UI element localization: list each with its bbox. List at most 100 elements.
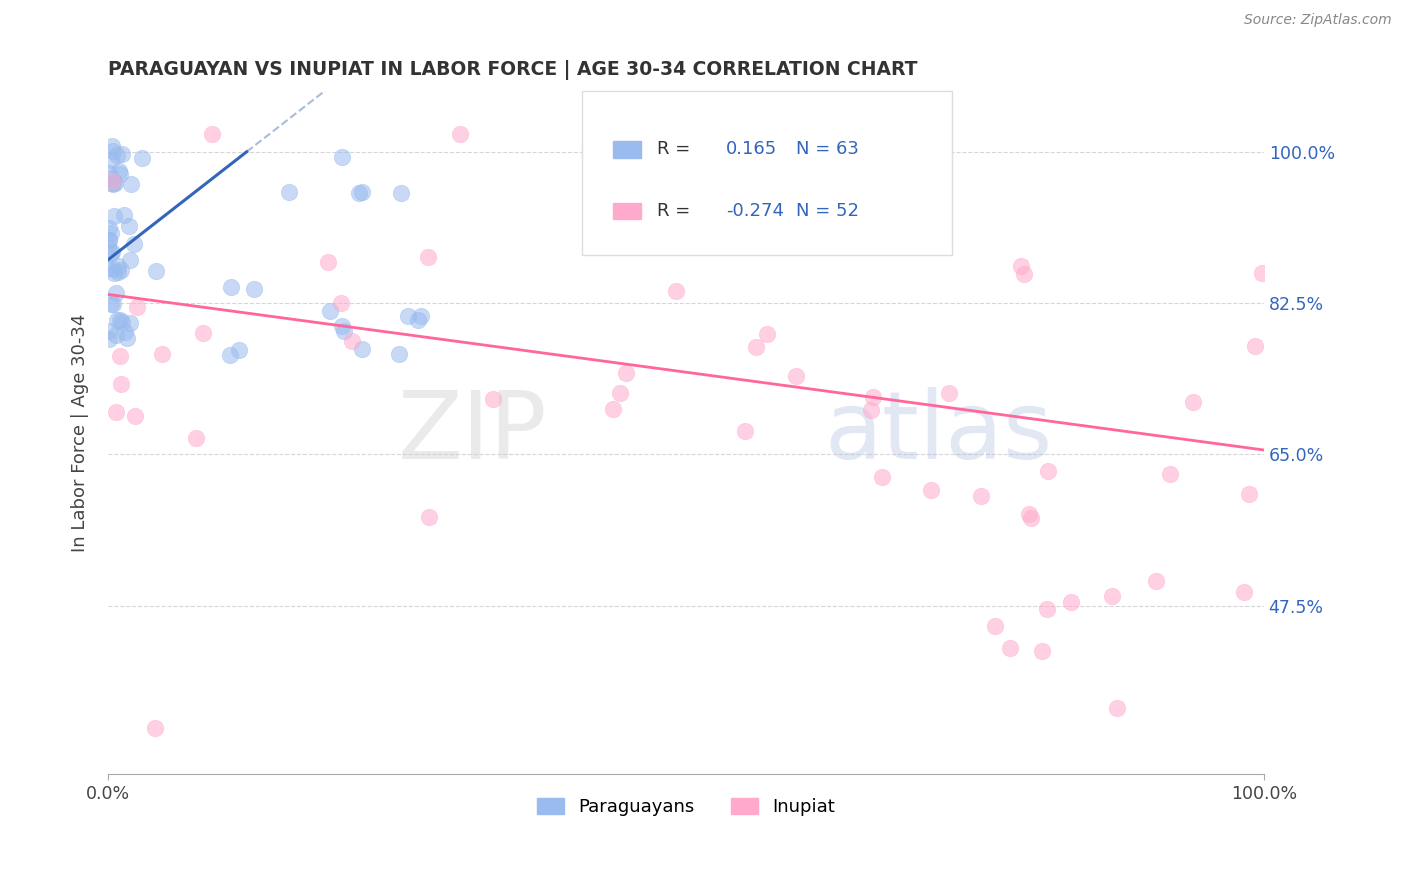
Point [350,185,373,199]
Text: N = 63: N = 63 [796,140,859,158]
Point [1237,487,1260,501]
Point [100,227,122,241]
Point [120,177,142,191]
Point [920,483,942,497]
Point [734,424,756,438]
Point [449,128,471,142]
Point [101,177,124,191]
FancyBboxPatch shape [613,141,641,158]
Point [1250,266,1272,280]
Point [143,721,166,735]
Point [97,261,120,276]
Point [100,153,122,168]
Point [418,510,440,524]
Point [111,315,134,329]
Point [1060,595,1083,609]
Point [862,390,884,404]
Point [755,326,778,341]
Point [870,470,893,484]
Point [745,340,768,354]
Text: Source: ZipAtlas.com: Source: ZipAtlas.com [1244,13,1392,28]
Point [330,296,353,310]
Point [1244,339,1267,353]
Text: ZIP: ZIP [398,387,547,479]
Point [665,285,688,299]
Text: -0.274: -0.274 [727,202,785,219]
Point [278,185,301,199]
Point [481,392,503,406]
Point [101,297,124,311]
Point [101,262,124,277]
Point [101,144,124,158]
Point [1181,394,1204,409]
Point [184,432,207,446]
Point [228,343,250,357]
Point [107,259,129,273]
Point [1031,644,1053,658]
Point [100,245,122,260]
Point [104,176,127,190]
Point [785,368,807,383]
Point [100,246,122,260]
Point [1010,260,1032,274]
Point [105,327,128,342]
Point [108,349,131,363]
Point [614,366,637,380]
Point [97,233,120,247]
Point [316,254,339,268]
Point [969,489,991,503]
Point [859,402,882,417]
Point [219,280,242,294]
Point [98,221,121,235]
Point [98,166,121,180]
Point [411,309,433,323]
Point [108,164,131,178]
Point [406,313,429,327]
Point [145,263,167,277]
Text: R =: R = [657,202,696,219]
Text: atlas: atlas [824,387,1053,479]
Point [330,150,353,164]
Point [108,312,131,326]
Point [124,409,146,423]
Point [418,250,440,264]
Point [101,139,124,153]
Point [318,303,340,318]
Point [150,347,173,361]
Point [105,148,128,162]
Point [105,405,128,419]
Point [1105,701,1128,715]
Point [1036,465,1059,479]
Point [115,331,138,345]
Point [347,186,370,201]
Point [201,128,224,142]
Text: PARAGUAYAN VS INUPIAT IN LABOR FORCE | AGE 30-34 CORRELATION CHART: PARAGUAYAN VS INUPIAT IN LABOR FORCE | A… [108,60,918,79]
FancyBboxPatch shape [582,91,952,255]
Point [219,348,242,362]
Point [330,318,353,333]
Text: 0.165: 0.165 [727,140,778,158]
Point [1012,268,1035,282]
Point [97,234,120,248]
Point [101,173,124,187]
Point [131,151,153,165]
Point [108,167,131,181]
Point [609,386,631,401]
Point [118,253,141,268]
Legend: Paraguayans, Inupiat: Paraguayans, Inupiat [530,790,842,823]
FancyBboxPatch shape [613,202,641,219]
Point [602,401,624,416]
Point [1018,508,1040,522]
Point [105,313,128,327]
Point [98,324,121,338]
Point [882,202,904,216]
Point [98,333,121,347]
Text: R =: R = [657,140,696,158]
Y-axis label: In Labor Force | Age 30-34: In Labor Force | Age 30-34 [72,313,89,552]
Point [1101,589,1123,603]
Point [396,309,419,323]
Point [100,297,122,311]
Point [191,326,214,341]
Point [333,324,356,338]
Point [100,176,122,190]
